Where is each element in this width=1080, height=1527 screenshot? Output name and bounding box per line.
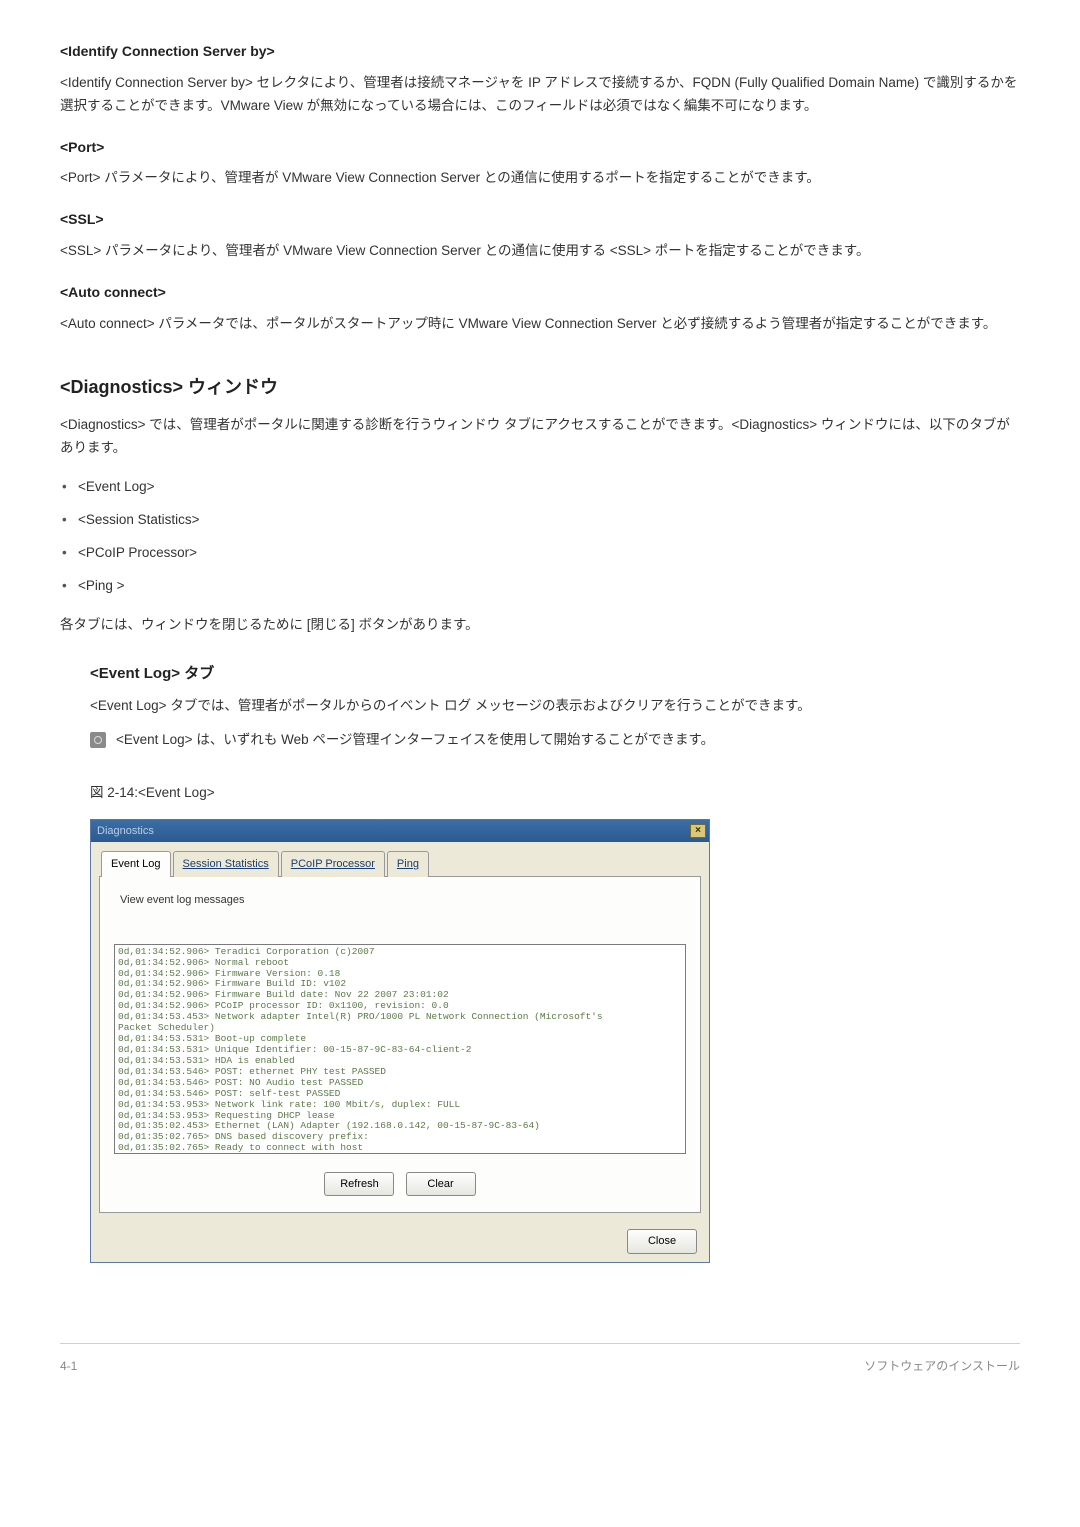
note-row: <Event Log> は、いずれも Web ページ管理インターフェイスを使用し… xyxy=(90,729,1020,752)
dialog-title: Diagnostics xyxy=(97,822,154,841)
note-text: <Event Log> は、いずれも Web ページ管理インターフェイスを使用し… xyxy=(116,729,714,752)
dialog-footer: Close xyxy=(91,1221,709,1262)
body-port: <Port> パラメータにより、管理者が VMware View Connect… xyxy=(60,167,1020,190)
section-identify: <Identify Connection Server by> <Identif… xyxy=(60,40,1020,118)
body-diagnostics: <Diagnostics> では、管理者がポータルに関連する診断を行うウィンドウ… xyxy=(60,414,1020,460)
heading-auto: <Auto connect> xyxy=(60,281,1020,305)
body-auto: <Auto connect> パラメータでは、ポータルがスタートアップ時に VM… xyxy=(60,313,1020,336)
body-eventlog: <Event Log> タブでは、管理者がポータルからのイベント ログ メッセー… xyxy=(90,695,1020,718)
panel-label: View event log messages xyxy=(120,891,686,910)
tab-pcoip-processor[interactable]: PCoIP Processor xyxy=(281,851,385,877)
clear-button[interactable]: Clear xyxy=(406,1172,476,1197)
dialog-body: Event Log Session Statistics PCoIP Proce… xyxy=(91,842,709,1221)
close-button[interactable]: Close xyxy=(627,1229,697,1254)
list-item: <Ping > xyxy=(60,575,1020,598)
dialog-titlebar: Diagnostics × xyxy=(91,820,709,842)
note-icon xyxy=(90,732,106,748)
close-icon[interactable]: × xyxy=(690,824,706,838)
list-item: <Event Log> xyxy=(60,476,1020,499)
tab-session-statistics[interactable]: Session Statistics xyxy=(173,851,279,877)
diagnostics-dialog: Diagnostics × Event Log Session Statisti… xyxy=(90,819,710,1263)
list-item: <Session Statistics> xyxy=(60,509,1020,532)
heading-eventlog: <Event Log> タブ xyxy=(90,661,1020,687)
tab-event-log[interactable]: Event Log xyxy=(101,851,171,877)
tab-strip: Event Log Session Statistics PCoIP Proce… xyxy=(99,850,701,877)
tab-ping[interactable]: Ping xyxy=(387,851,429,877)
heading-ssl: <SSL> xyxy=(60,208,1020,232)
heading-identify: <Identify Connection Server by> xyxy=(60,40,1020,64)
diagnostics-after-list: 各タブには、ウィンドウを閉じるために [閉じる] ボタンがあります。 xyxy=(60,614,1020,637)
footer-section-title: ソフトウェアのインストール xyxy=(864,1356,1020,1376)
tab-panel: View event log messages 0d,01:34:52.906>… xyxy=(99,877,701,1213)
heading-diagnostics: <Diagnostics> ウィンドウ xyxy=(60,372,1020,403)
footer-page-number: 4-1 xyxy=(60,1356,77,1376)
heading-port: <Port> xyxy=(60,136,1020,160)
body-identify: <Identify Connection Server by> セレクタにより、… xyxy=(60,72,1020,118)
page-footer: 4-1 ソフトウェアのインストール xyxy=(60,1356,1020,1376)
list-item: <PCoIP Processor> xyxy=(60,542,1020,565)
body-ssl: <SSL> パラメータにより、管理者が VMware View Connecti… xyxy=(60,240,1020,263)
diagnostics-tab-list: <Event Log> <Session Statistics> <PCoIP … xyxy=(60,476,1020,598)
section-ssl: <SSL> <SSL> パラメータにより、管理者が VMware View Co… xyxy=(60,208,1020,263)
footer-rule xyxy=(60,1343,1020,1344)
button-row: Refresh Clear xyxy=(114,1172,686,1197)
section-eventlog: <Event Log> タブ <Event Log> タブでは、管理者がポータル… xyxy=(60,661,1020,1263)
section-auto: <Auto connect> <Auto connect> パラメータでは、ポー… xyxy=(60,281,1020,336)
section-port: <Port> <Port> パラメータにより、管理者が VMware View … xyxy=(60,136,1020,191)
refresh-button[interactable]: Refresh xyxy=(324,1172,394,1197)
section-diagnostics: <Diagnostics> ウィンドウ <Diagnostics> では、管理者… xyxy=(60,372,1020,637)
event-log-textarea[interactable]: 0d,01:34:52.906> Teradici Corporation (c… xyxy=(114,944,686,1154)
figure-caption: 図 2-14:<Event Log> xyxy=(90,782,1020,805)
